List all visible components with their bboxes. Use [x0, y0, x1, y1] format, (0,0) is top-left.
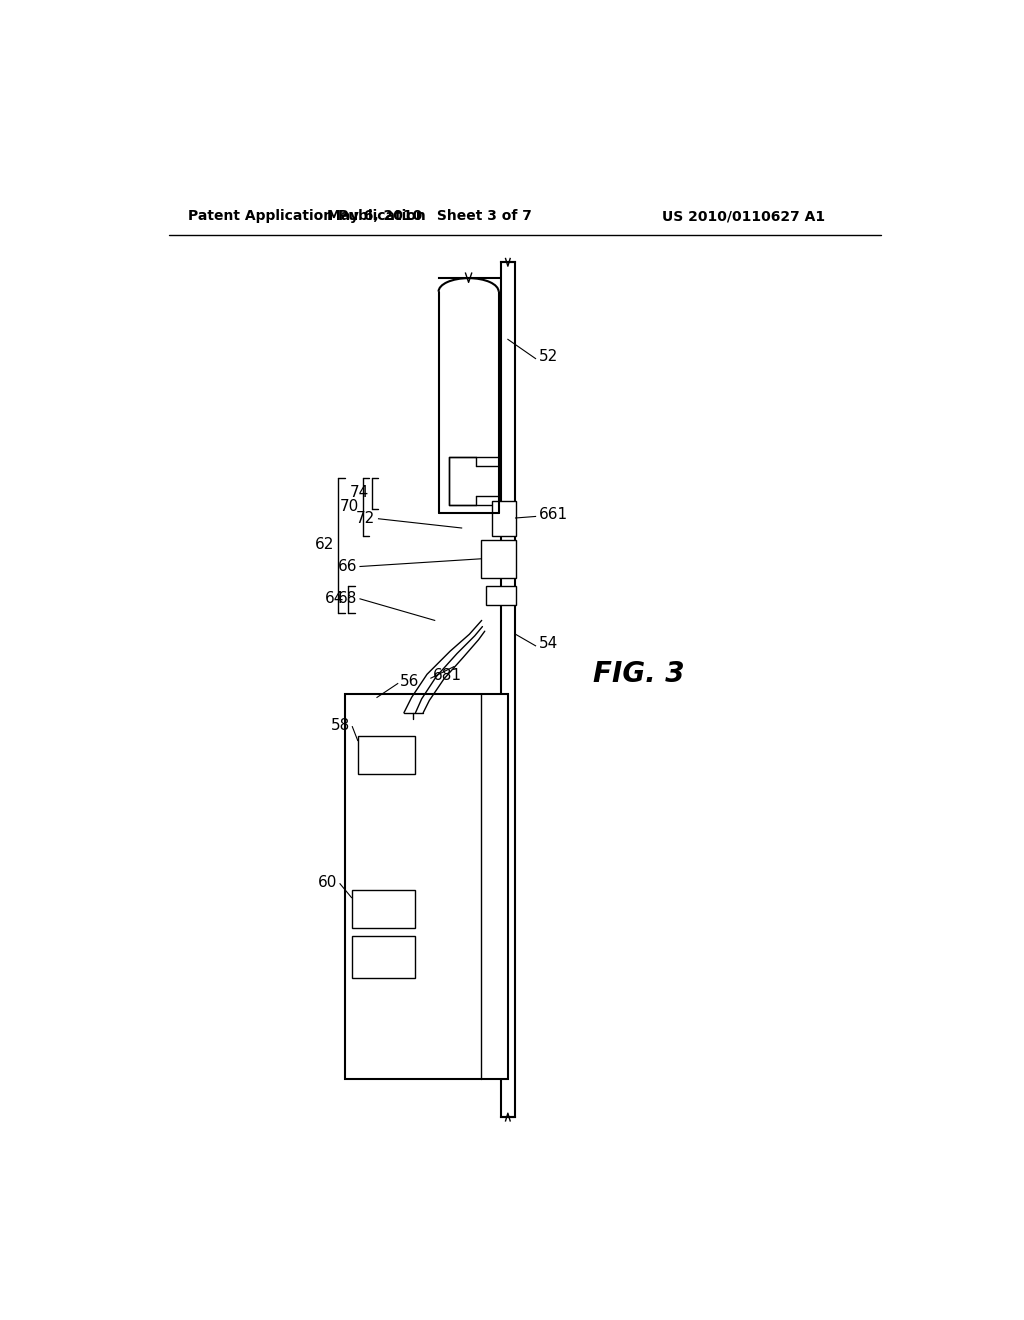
Text: 68: 68: [338, 591, 357, 606]
Text: 56: 56: [400, 675, 420, 689]
Text: 70: 70: [340, 499, 359, 513]
Bar: [351, 890, 416, 928]
Text: 64: 64: [326, 591, 345, 606]
Text: US 2010/0110627 A1: US 2010/0110627 A1: [662, 209, 825, 223]
Text: 58: 58: [331, 718, 350, 733]
Bar: [357, 737, 416, 775]
Bar: [351, 936, 416, 978]
Bar: [486, 586, 515, 605]
Text: 60: 60: [317, 875, 337, 890]
Text: May 6, 2010   Sheet 3 of 7: May 6, 2010 Sheet 3 of 7: [327, 209, 531, 223]
Text: 66: 66: [338, 558, 357, 574]
Bar: [501, 263, 515, 1117]
Bar: [492, 502, 515, 536]
Text: 72: 72: [356, 511, 376, 527]
Bar: [481, 540, 515, 578]
Text: FIG. 3: FIG. 3: [593, 660, 684, 688]
Bar: [450, 457, 500, 506]
Text: 52: 52: [539, 348, 558, 364]
Text: Patent Application Publication: Patent Application Publication: [188, 209, 426, 223]
Text: 681: 681: [432, 668, 462, 684]
Text: 62: 62: [315, 537, 335, 553]
Bar: [345, 693, 508, 1078]
Text: 661: 661: [539, 507, 567, 521]
Text: 54: 54: [539, 636, 558, 651]
Text: 74: 74: [350, 484, 370, 500]
